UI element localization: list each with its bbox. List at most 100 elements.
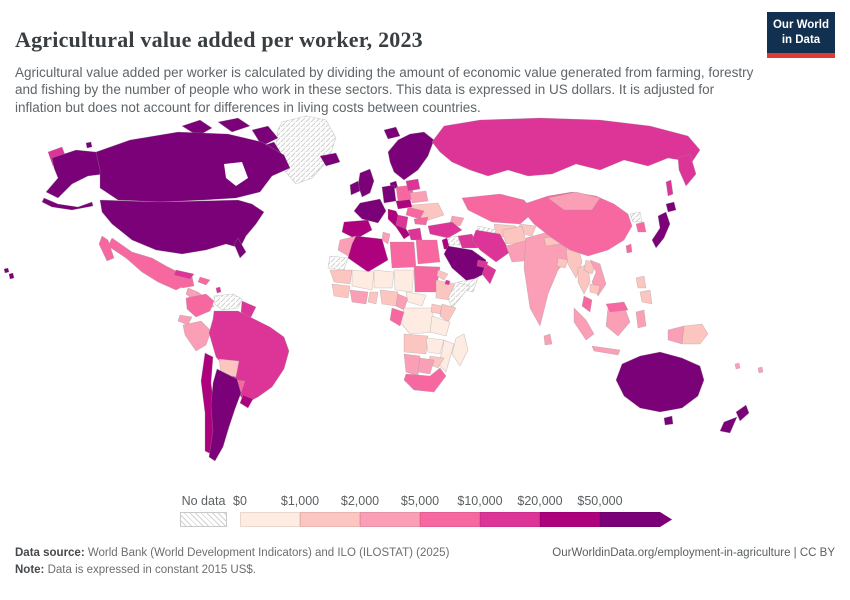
country-zambia[interactable] <box>425 337 445 355</box>
owid-citation-link[interactable]: OurWorldinData.org/employment-in-agricul… <box>552 547 835 559</box>
country-venezuela[interactable] <box>213 293 243 311</box>
country-mongolia[interactable] <box>547 191 601 211</box>
country-eritrea[interactable] <box>436 269 449 281</box>
country-south-africa[interactable] <box>403 367 447 393</box>
country-ireland[interactable] <box>349 180 361 196</box>
country-kazakhstan[interactable] <box>461 193 535 225</box>
region-antilles[interactable] <box>215 286 222 294</box>
country-canada[interactable] <box>95 131 291 203</box>
country-japan[interactable] <box>651 211 671 249</box>
legend-bin-5[interactable] <box>540 512 600 527</box>
country-algeria[interactable] <box>347 235 389 273</box>
country-djibouti[interactable] <box>444 279 451 286</box>
legend-no-data[interactable]: No data <box>180 494 227 527</box>
legend-bin-3[interactable] <box>420 512 480 527</box>
country-south-korea[interactable] <box>635 221 647 233</box>
country-philippines-luzon[interactable] <box>635 275 647 289</box>
country-malaysia-borneo[interactable] <box>605 301 629 313</box>
country-canada-arctic-3[interactable] <box>251 125 279 147</box>
country-papua-new-guinea[interactable] <box>681 323 709 345</box>
country-tanzania[interactable] <box>429 315 451 337</box>
country-greenland[interactable] <box>275 115 337 185</box>
country-australia-tasmania[interactable] <box>663 415 674 426</box>
legend-bin-0[interactable] <box>240 512 300 527</box>
country-russia[interactable] <box>431 117 701 177</box>
country-western-sahara[interactable] <box>327 255 349 271</box>
country-usa-alaska[interactable] <box>45 149 109 199</box>
country-usa-hawaii[interactable] <box>3 267 10 274</box>
country-uruguay[interactable] <box>239 394 254 409</box>
country-new-zealand-south[interactable] <box>719 416 738 434</box>
region-balkans[interactable] <box>395 214 409 230</box>
country-cameroon[interactable] <box>395 293 409 311</box>
region-benin-togo[interactable] <box>367 291 379 305</box>
country-mauritania[interactable] <box>329 269 353 285</box>
country-russia-kamchatka[interactable] <box>677 153 697 187</box>
country-libya[interactable] <box>389 241 417 269</box>
country-greece[interactable] <box>407 227 423 241</box>
country-oman[interactable] <box>481 263 497 285</box>
country-iceland[interactable] <box>319 152 341 167</box>
country-turkey[interactable] <box>427 221 463 239</box>
country-egypt[interactable] <box>415 239 441 265</box>
country-malaysia[interactable] <box>581 295 593 313</box>
country-germany[interactable] <box>381 184 397 204</box>
country-philippines-mindanao[interactable] <box>639 289 653 305</box>
country-vietnam[interactable] <box>589 259 607 297</box>
region-ghana-ivory-coast[interactable] <box>349 289 369 305</box>
country-saudi-arabia[interactable] <box>443 245 487 283</box>
country-botswana[interactable] <box>417 357 435 375</box>
country-madagascar[interactable] <box>451 333 469 367</box>
country-colombia[interactable] <box>185 293 215 318</box>
country-angola[interactable] <box>403 333 429 355</box>
country-cuba[interactable] <box>173 269 195 280</box>
country-iran[interactable] <box>471 229 511 263</box>
country-united-kingdom[interactable] <box>357 168 375 198</box>
region-west-africa[interactable] <box>331 283 351 299</box>
country-russia-sakhalin[interactable] <box>665 179 674 197</box>
country-hispaniola[interactable] <box>197 276 211 286</box>
country-mali[interactable] <box>351 269 375 291</box>
legend-bin-6[interactable] <box>600 512 660 527</box>
region-melanesia-2[interactable] <box>757 366 764 374</box>
country-japan-hokkaido[interactable] <box>665 201 677 213</box>
country-bulgaria[interactable] <box>413 216 429 226</box>
country-usa-hawaii-2[interactable] <box>8 272 15 280</box>
region-gabon-congo[interactable] <box>389 307 405 327</box>
country-usa-florida[interactable] <box>233 237 247 259</box>
country-bangladesh[interactable] <box>556 257 569 269</box>
region-melanesia-1[interactable] <box>734 362 741 370</box>
country-mexico-baja[interactable] <box>98 235 115 262</box>
country-indonesia-papua[interactable] <box>667 325 685 345</box>
legend-bin-2[interactable] <box>360 512 420 527</box>
region-baltics[interactable] <box>405 178 421 192</box>
country-peru[interactable] <box>182 320 212 352</box>
country-mozambique[interactable] <box>437 339 455 373</box>
legend-bin-4[interactable] <box>480 512 540 527</box>
country-brazil[interactable] <box>208 310 290 404</box>
country-canada-arctic-2[interactable] <box>217 117 251 133</box>
country-argentina[interactable] <box>208 368 242 462</box>
country-cambodia[interactable] <box>589 283 601 295</box>
country-chad[interactable] <box>393 269 415 293</box>
legend-bin-1[interactable] <box>300 512 360 527</box>
country-france[interactable] <box>353 198 387 224</box>
region-iberia[interactable] <box>341 219 373 240</box>
country-indonesia-sumatra[interactable] <box>573 307 595 341</box>
country-australia[interactable] <box>615 351 705 413</box>
country-usa-st-lawrence[interactable] <box>85 141 93 149</box>
country-namibia[interactable] <box>403 353 421 377</box>
country-usa-aleutians[interactable] <box>41 197 94 211</box>
region-scandinavia[interactable] <box>387 131 435 181</box>
country-nigeria[interactable] <box>379 289 399 307</box>
region-svalbard[interactable] <box>383 126 401 140</box>
country-new-zealand-north[interactable] <box>735 404 750 422</box>
country-indonesia-java[interactable] <box>591 345 621 356</box>
country-tunisia[interactable] <box>381 231 391 245</box>
country-uganda[interactable] <box>430 303 443 315</box>
country-belarus[interactable] <box>409 190 429 204</box>
country-indonesia-sulawesi[interactable] <box>635 309 647 329</box>
country-niger[interactable] <box>373 269 395 289</box>
country-usa[interactable] <box>99 199 265 255</box>
country-central-african-republic[interactable] <box>405 291 427 307</box>
